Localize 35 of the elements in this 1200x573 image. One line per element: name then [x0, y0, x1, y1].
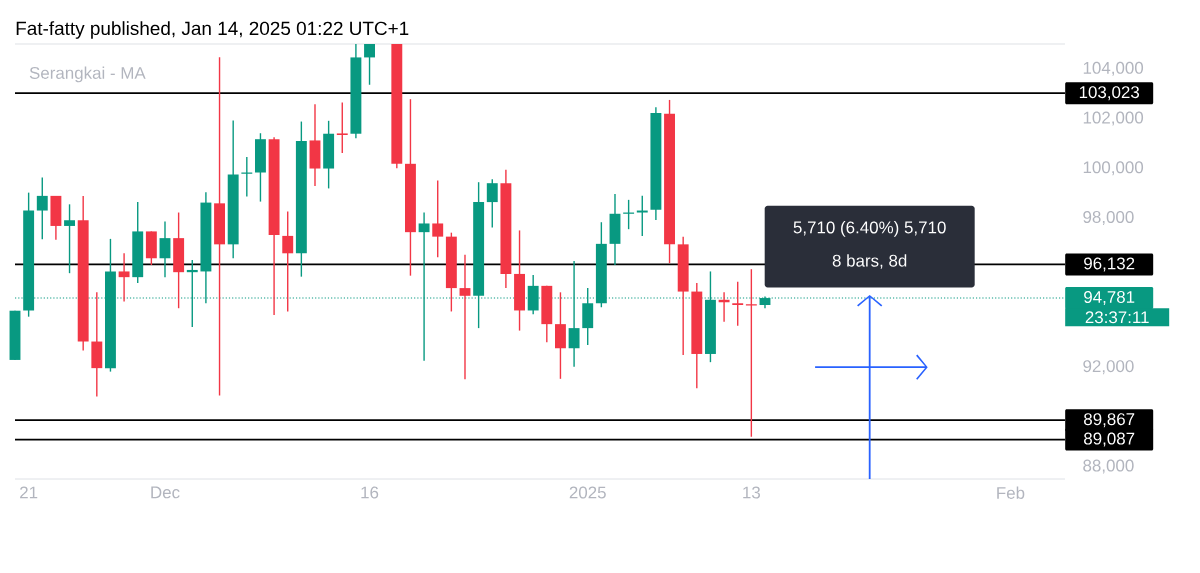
ref-line-label: 96,132 — [1084, 257, 1135, 272]
x-tick-label: Dec — [151, 486, 180, 499]
text: Serangkai - MA — [29, 66, 146, 83]
candlestick — [36, 176, 48, 240]
candlestick — [64, 203, 75, 274]
y-tick-label: 100,000 — [1083, 161, 1144, 176]
x-tick-label: Feb — [997, 486, 1025, 499]
candlestick — [159, 220, 171, 278]
x-tick-label: 2025 — [569, 486, 606, 499]
candlestick — [118, 252, 130, 303]
candlestick — [336, 101, 349, 154]
chart-title: Fat-fatty published, Jan 14, 2025 01:22 UTC+1 — [16, 21, 409, 39]
ref-line-label: 94,781 — [1084, 291, 1135, 306]
candlestick — [364, 43, 375, 86]
y-tick-label: 98,000 — [1083, 211, 1134, 225]
x-tick-label: 21 — [20, 486, 38, 499]
y-tick-label: 88,000 — [1083, 459, 1134, 474]
candlestick — [732, 280, 744, 327]
ref-line-label: 103,023 — [1079, 86, 1140, 101]
text: 23:37:11 — [1085, 311, 1149, 324]
x-tick-label: 13 — [743, 486, 761, 499]
candlestick — [459, 254, 471, 381]
candlestick — [432, 179, 444, 258]
y-tick-label: 102,000 — [1083, 111, 1144, 126]
y-tick-label: 92,000 — [1083, 360, 1134, 375]
y-tick-label: 104,000 — [1083, 61, 1144, 76]
annotation: 8 bars, 8d — [832, 254, 907, 269]
ref-line-label: 89,087 — [1084, 432, 1135, 447]
ref-line-label: 89,867 — [1084, 413, 1135, 428]
candlestick — [636, 194, 648, 237]
candlestick — [486, 178, 498, 229]
x-tick-label: 16 — [361, 486, 379, 499]
annotation: 5,710 (6.40%) 5,710 — [793, 220, 946, 237]
candlestick — [214, 56, 225, 397]
candlestick — [282, 210, 294, 313]
